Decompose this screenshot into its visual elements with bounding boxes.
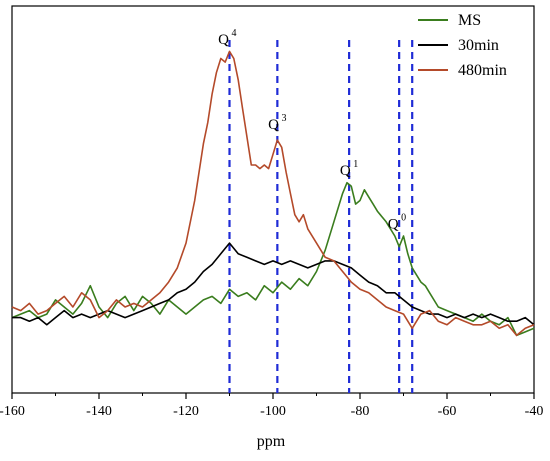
legend: MS 30min 480min (418, 12, 507, 79)
peak-annotations: Q 4Q 3Q 1Q 0 (218, 28, 406, 233)
peak-label-q1: Q (340, 163, 351, 179)
legend-label-480min: 480min (458, 62, 507, 79)
x-tick-label: -120 (173, 404, 199, 419)
series-line-30min (12, 242, 535, 326)
peak-label-sup-q4: 4 (232, 28, 237, 39)
peak-label-q4: Q (218, 32, 229, 48)
x-tick-label: -140 (86, 404, 112, 419)
guide-lines (228, 40, 414, 393)
peak-label-sup-q0: 0 (401, 212, 406, 223)
peak-label-q3: Q (268, 117, 279, 133)
legend-label-ms: MS (458, 12, 481, 29)
plot-frame (11, 5, 535, 394)
x-tick-label: -100 (260, 404, 286, 419)
x-tick-label: -60 (438, 404, 457, 419)
peak-label-q0: Q (388, 216, 399, 232)
x-axis: -160 -140 -120 -100 -80 -60 -40 (0, 393, 543, 419)
series-line-ms (11, 181, 535, 337)
peak-label-sup-q3: 3 (282, 113, 287, 124)
x-tick-label: -80 (351, 404, 370, 419)
peak-label-sup-q1: 1 (353, 159, 358, 170)
legend-label-30min: 30min (458, 37, 499, 54)
x-axis-title: ppm (257, 433, 286, 450)
x-tick-label: -40 (525, 404, 544, 419)
series-line-480min (11, 50, 535, 337)
x-tick-label: -160 (0, 404, 25, 419)
series-layer (11, 50, 535, 337)
